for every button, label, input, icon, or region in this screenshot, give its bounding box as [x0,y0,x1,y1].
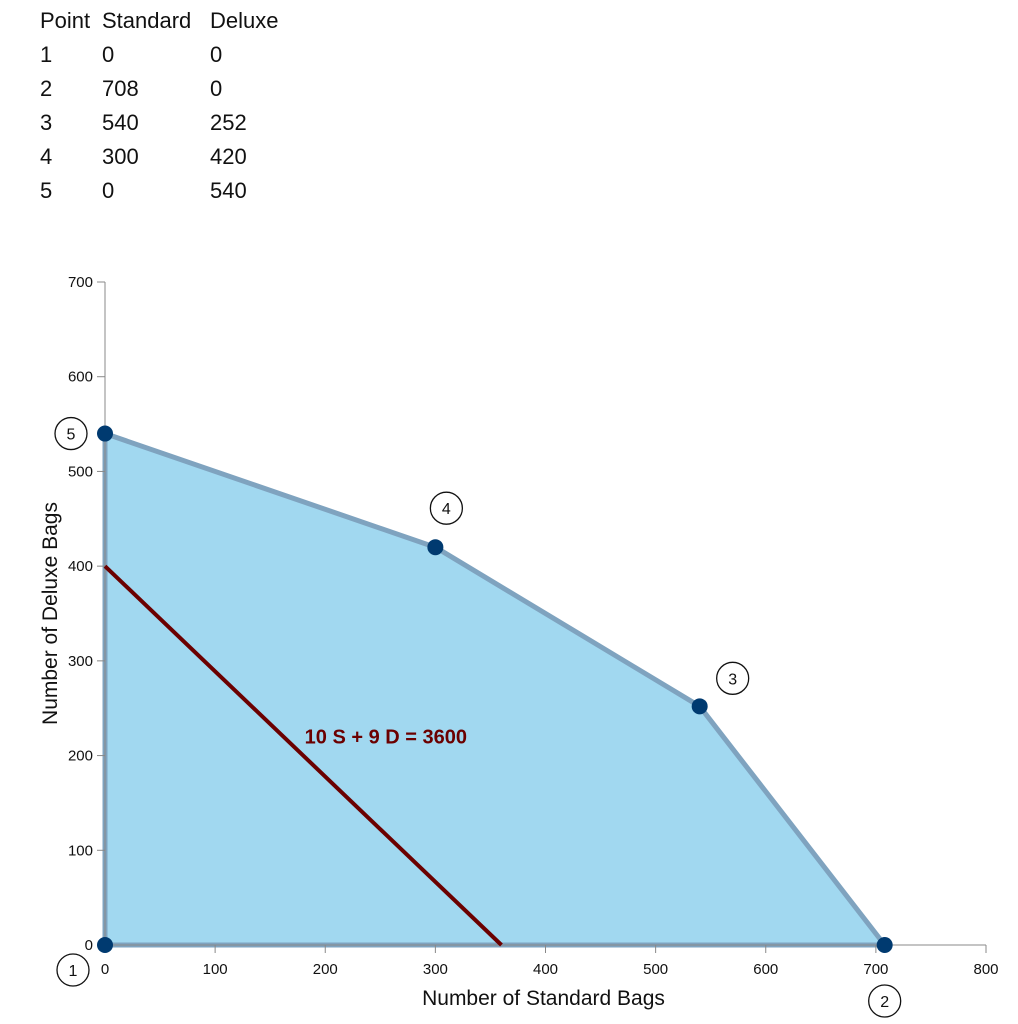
constraint-label: 10 S + 9 D = 3600 [305,726,467,748]
table-cell-standard: 540 [102,110,139,135]
point-label-circle [868,984,902,1018]
point-label-circle [56,953,90,987]
table-cell-deluxe: 0 [210,76,223,101]
y-tick-label: 600 [68,369,93,386]
table-cell-standard: 0 [102,42,115,67]
table-cell-deluxe: 540 [210,178,247,203]
x-axis-label: Number of Standard Bags [422,987,665,1010]
corner-point-marker [427,539,444,556]
y-tick-label: 200 [68,748,93,765]
point-label-circle [716,661,750,695]
x-axis-ticks: 0 100 200 300 400 500 600 700 800 [101,945,999,978]
table-header-row: Point Standard Deluxe [40,4,278,38]
x-tick-label: 0 [101,961,109,978]
point-label: 5 [67,427,76,444]
y-tick-label: 700 [68,274,93,291]
y-axis-ticks: 0 100 200 300 400 500 600 700 [68,274,105,954]
y-tick-label: 500 [68,463,93,480]
feasible-region [102,431,888,948]
table-row: 3 540 252 [40,106,278,140]
x-tick-label: 500 [643,961,668,978]
table-cell-point: 2 [40,76,53,101]
point-label-circle [429,491,464,525]
corner-point-marker [876,937,893,953]
y-tick-label: 300 [68,653,93,670]
x-tick-label: 100 [203,961,228,978]
corner-point-marker [691,698,708,715]
point-label: 1 [69,963,78,980]
x-tick-label: 300 [423,961,448,978]
table-cell-deluxe: 252 [210,110,247,135]
table-header-deluxe: Deluxe [210,8,279,33]
table-cell-deluxe: 0 [210,42,223,67]
table-header-point: Point [40,8,91,33]
table-cell-point: 1 [40,42,53,67]
point-label-circle [54,416,88,451]
table-row: 1 0 0 [40,38,278,72]
x-tick-label: 800 [973,961,998,978]
x-tick-label: 200 [313,961,338,978]
table-row: 5 0 540 [40,174,278,208]
point-label: 3 [728,671,737,688]
point-label: 2 [880,994,889,1011]
y-axis-label: Number of Deluxe Bags [39,502,62,725]
y-tick-label: 100 [68,842,93,859]
table-header-standard: Standard [102,8,192,33]
x-tick-label: 600 [753,961,778,978]
constraint-line [103,564,503,947]
table-cell-standard: 300 [102,144,139,169]
table-cell-standard: 0 [102,178,115,203]
table-cell-point: 4 [40,144,53,169]
table-cell-standard: 708 [102,76,139,101]
y-tick-label: 0 [85,937,93,954]
corner-points-table: Point Standard Deluxe 1 0 0 2 708 0 3 54… [40,4,278,208]
y-tick-label: 400 [68,558,93,575]
x-tick-label: 700 [863,961,888,978]
table-cell-deluxe: 420 [210,144,247,169]
table-cell-point: 5 [40,178,53,203]
table-row: 2 708 0 [40,72,278,106]
corner-point-marker [97,425,113,442]
point-label: 4 [442,501,451,518]
table-cell-point: 3 [40,110,53,135]
x-tick-label: 400 [533,961,558,978]
table-row: 4 300 420 [40,140,278,174]
corner-point-marker [97,937,113,953]
corner-point-markers: 1 2 3 4 5 [54,416,902,1018]
